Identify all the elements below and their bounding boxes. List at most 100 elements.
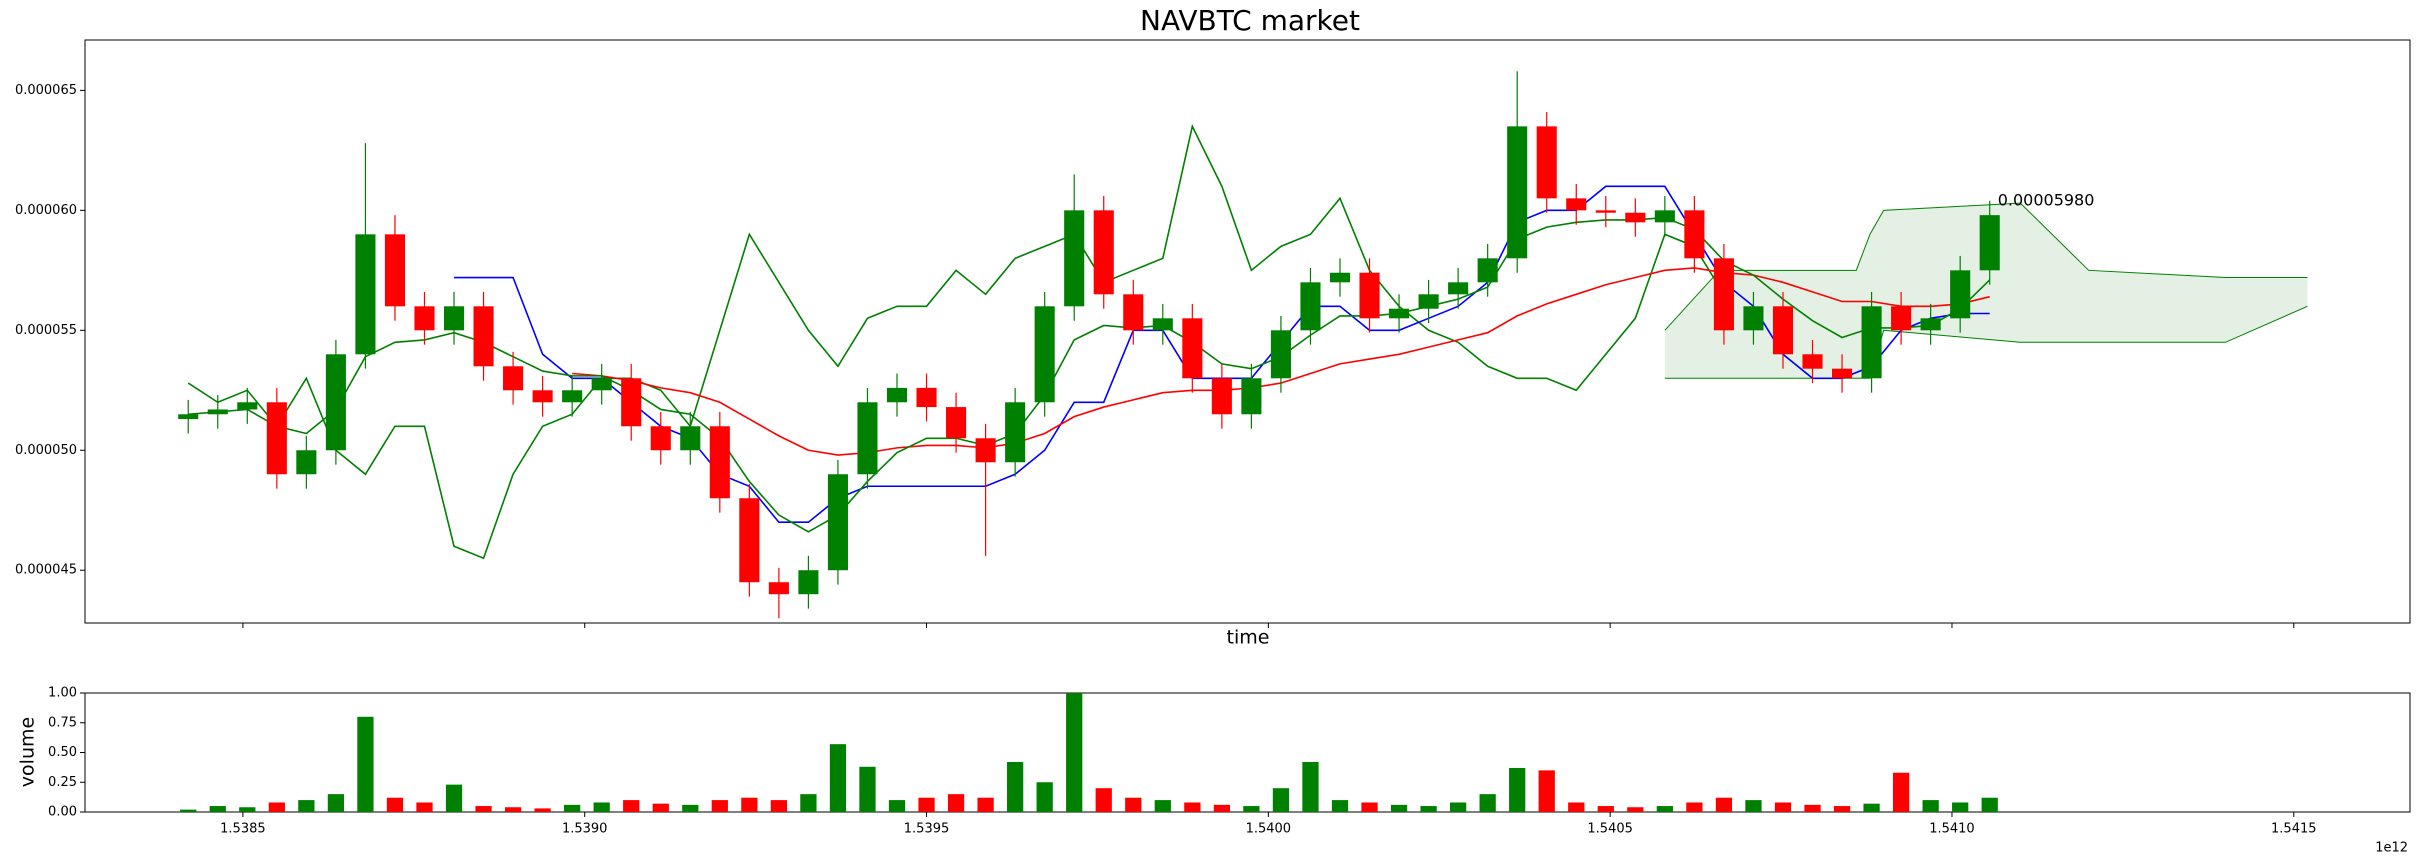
volume-bar <box>1538 770 1555 812</box>
candle-body <box>1743 306 1764 331</box>
volume-bar <box>1922 800 1939 812</box>
volume-bar <box>1007 762 1024 812</box>
volume-bar <box>1420 806 1437 812</box>
volume-bar <box>1981 797 1998 812</box>
volume-bar <box>770 800 787 812</box>
volume-bar <box>1066 693 1083 812</box>
volume-bar <box>504 807 522 812</box>
candle-body <box>1861 306 1882 379</box>
volume-bar <box>1450 802 1467 812</box>
candle-body <box>1566 198 1587 211</box>
volume-bar <box>1715 797 1733 812</box>
volume-bar <box>1095 788 1112 812</box>
candle-body <box>1477 258 1498 283</box>
candle-body <box>916 387 937 408</box>
candle-body <box>1389 308 1410 319</box>
volume-bar <box>1184 802 1201 812</box>
plot-frame <box>84 39 2411 624</box>
volume-bar <box>268 802 285 812</box>
volume-bar <box>947 794 965 812</box>
x-tick-label: 1.5410 <box>1929 822 1975 837</box>
volume-bar <box>800 794 817 812</box>
candle-body <box>503 366 524 391</box>
volume-bar <box>1597 806 1614 812</box>
candle-body <box>473 306 494 367</box>
volume-bar <box>1627 807 1644 812</box>
y-tick-label: 0.75 <box>48 715 77 730</box>
candle-body <box>886 387 908 403</box>
candle-body <box>827 474 848 571</box>
candle-body <box>1625 212 1646 223</box>
volume-bar <box>593 802 610 812</box>
candle-body <box>1270 330 1291 379</box>
volume-bar <box>1125 797 1142 812</box>
volume-bar <box>180 809 197 812</box>
y-tick-label: 0.000045 <box>15 563 77 578</box>
volume-bar <box>859 766 876 812</box>
candle-body <box>1093 210 1114 295</box>
candle-body <box>1241 378 1262 415</box>
candle-body <box>266 402 287 475</box>
volume-bar <box>445 784 463 812</box>
volume-bar <box>1272 788 1290 812</box>
candle-body <box>1448 282 1469 295</box>
volume-bar <box>239 807 256 812</box>
x-tick-label: 1.5415 <box>2271 822 2317 837</box>
y-tick-label: 0.50 <box>48 745 77 760</box>
x-tick-label: 1.5405 <box>1587 822 1633 837</box>
candle-body <box>532 390 553 403</box>
volume-bar <box>1213 804 1230 812</box>
y-tick-label: 0.000050 <box>15 443 77 458</box>
volume-bar <box>564 804 581 812</box>
x-tick-label: 1.5395 <box>904 822 950 837</box>
candle-body <box>1152 318 1173 331</box>
y-tick-label: 0.25 <box>48 775 77 790</box>
x-tick-label: 1.5385 <box>220 822 266 837</box>
x-tick-label: 1.5400 <box>1246 822 1292 837</box>
candle-body <box>591 378 612 391</box>
volume-bar <box>1656 806 1673 812</box>
candle-body <box>975 438 996 463</box>
candle-body <box>1418 294 1439 309</box>
volume-bar <box>1390 804 1408 812</box>
candle-body <box>1359 272 1380 319</box>
chart-title: NAVBTC market <box>1140 4 1360 37</box>
candle-body <box>414 306 435 331</box>
volume-bar <box>1686 802 1703 812</box>
candle-body <box>178 414 199 420</box>
candle-body <box>1891 306 1912 331</box>
volume-bar <box>416 802 433 812</box>
volume-bar <box>682 804 699 812</box>
candle-body <box>621 378 642 427</box>
volume-bar <box>386 797 404 812</box>
y-tick-label: 0.000060 <box>15 203 77 218</box>
volume-bar <box>1952 802 1969 812</box>
candle-body <box>1832 368 1853 379</box>
volume-bar <box>1774 802 1792 812</box>
candle-body <box>1123 294 1144 331</box>
candle-body <box>1034 306 1055 403</box>
volume-bar <box>1036 782 1053 812</box>
volume-bar <box>298 800 315 812</box>
volume-bar <box>1863 803 1880 812</box>
candle-body <box>296 450 317 475</box>
candle-body <box>1211 378 1232 415</box>
volume-bar <box>357 716 374 812</box>
volume-bar <box>652 803 669 812</box>
candle-body <box>1654 210 1675 223</box>
candle-body <box>1950 270 1971 319</box>
volume-bar <box>711 800 728 812</box>
volume-bar <box>475 806 492 812</box>
volume-bar <box>534 808 551 812</box>
volume-bar <box>1331 800 1349 812</box>
volume-bar <box>1804 804 1821 812</box>
candle-body <box>1920 318 1941 331</box>
y-tick-label: 0.00 <box>48 805 77 820</box>
candle-body <box>650 426 671 451</box>
candle-body <box>355 234 376 355</box>
candle-body <box>384 234 405 307</box>
volume-bar <box>1361 802 1378 812</box>
plot-frame <box>84 692 2411 813</box>
candle-body <box>857 402 878 475</box>
